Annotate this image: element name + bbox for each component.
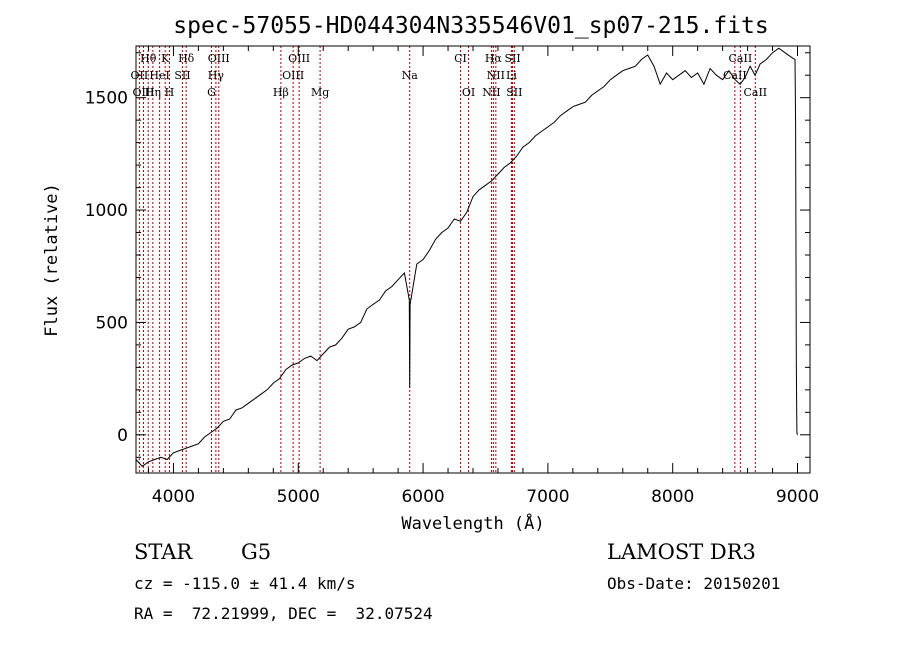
spectral-line-label: CaII — [729, 52, 753, 65]
survey-name: LAMOST DR3 — [607, 540, 756, 564]
spectral-line-label: CI — [454, 52, 467, 65]
plot-frame — [135, 45, 811, 474]
y-axis-ticks: 0 500 1000 1500 — [85, 52, 810, 458]
object-class: STAR — [134, 540, 193, 564]
spectral-line-label: Hη — [145, 86, 161, 99]
spectral-line-label: K — [161, 52, 170, 65]
x-axis-ticks: 4000 5000 6000 7000 8000 9000 — [147, 46, 819, 507]
spectral-line-label: Hβ — [273, 86, 289, 99]
spectral-line-label: Mg — [311, 86, 329, 99]
spectral-line-label: SII — [506, 86, 522, 99]
y-tick-label: 0 — [117, 426, 128, 446]
coordinates-readout: RA = 72.21999, DEC = 32.07524 — [134, 604, 433, 623]
x-tick-label: 9000 — [776, 487, 819, 507]
spectral-line-label: Hγ — [208, 69, 225, 82]
spectral-line-label: SII — [174, 69, 190, 82]
x-tick-label: 4000 — [152, 487, 195, 507]
spectral-line-markers — [138, 46, 756, 473]
x-tick-label: 8000 — [651, 487, 694, 507]
spectral-line-label: OIII — [288, 52, 310, 65]
x-tick-label: 5000 — [277, 487, 320, 507]
x-tick-label: 7000 — [526, 487, 569, 507]
spectral-line-label: CaII — [723, 69, 747, 82]
spectral-line-label: OII — [131, 69, 149, 82]
x-axis-label: Wavelength (Å) — [401, 512, 544, 534]
spectral-line-label: OIII — [282, 69, 304, 82]
spectral-line-label: OI — [462, 86, 475, 99]
chart-title: spec-57055-HD044304N335546V01_sp07-215.f… — [173, 13, 768, 39]
x-tick-label: 6000 — [401, 487, 444, 507]
spectral-line-label: Na — [402, 69, 419, 82]
spectral-line-label: SII — [504, 52, 520, 65]
spectral-line-label: OIII — [208, 52, 230, 65]
y-tick-label: 500 — [96, 313, 128, 333]
spectral-line-label: NII — [487, 69, 505, 82]
spectral-line-label: OIII — [132, 86, 154, 99]
y-tick-label: 1000 — [85, 201, 128, 221]
spectral-line-label: Hθ — [140, 52, 157, 65]
redshift-readout: cz = -115.0 ± 41.4 km/s — [134, 574, 356, 593]
spectral-line-label: Hα — [485, 52, 503, 65]
spectral-line-label: Li — [506, 69, 517, 82]
spectral-line-label: HeI — [149, 69, 169, 82]
spectrum-series-line — [135, 47, 798, 467]
spectral-line-label: H — [165, 86, 175, 99]
y-axis-label: Flux (relative) — [42, 183, 62, 337]
observation-date: Obs-Date: 20150201 — [607, 574, 781, 593]
spectral-line-label: CaII — [743, 86, 767, 99]
object-subclass: G5 — [241, 540, 272, 564]
spectral-line-label: Hδ — [178, 52, 195, 65]
y-tick-label: 1500 — [85, 89, 128, 109]
spectral-line-label: NII — [482, 86, 500, 99]
spectral-line-label: G — [207, 86, 216, 99]
